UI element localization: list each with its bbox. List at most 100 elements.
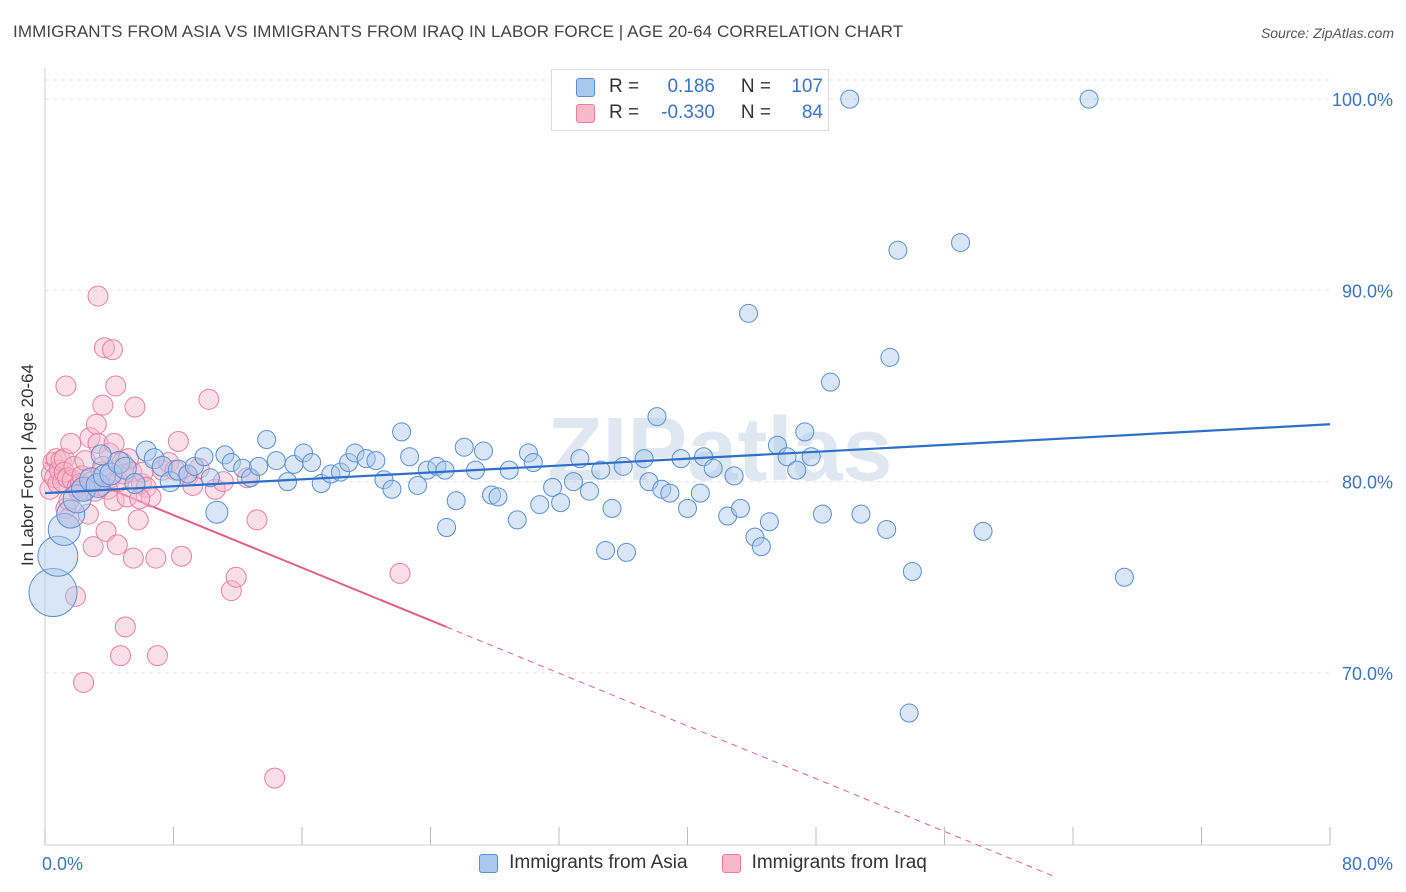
asia-point [523,453,543,472]
iraq-point [87,285,109,307]
iraq-point [122,547,144,569]
iraq-point [109,645,131,667]
asia-point [356,449,376,469]
iraq-point [171,545,193,567]
iraq-point [53,461,75,483]
iraq-legend-swatch [721,853,741,873]
asia-point [400,447,420,467]
asia-r-label: R = [609,76,640,97]
asia-point [851,504,871,524]
iraq-r-label: R = [609,102,640,123]
asia-point [437,518,457,538]
iraq-point [225,566,247,588]
asia-point [530,495,550,515]
y-tick-label: 100.0% [1332,90,1393,110]
asia-point [28,568,78,618]
asia-point [233,458,253,478]
asia-point [47,512,81,546]
iraq-point [55,375,77,397]
asia-point [739,303,759,323]
iraq-point [101,339,123,361]
asia-point [899,703,919,723]
asia-point [499,460,519,480]
asia-point [446,491,466,511]
iraq-r-value: -0.330 [661,102,715,123]
asia-point [820,372,840,392]
asia-point [294,443,314,463]
asia-point [278,472,298,492]
asia-point [759,512,779,532]
asia-point [703,458,723,478]
iraq-point [114,616,136,638]
iraq-trend-group [44,461,1053,877]
chart-title: IMMIGRANTS FROM ASIA VS IMMIGRANTS FROM … [13,22,904,41]
iraq-trend-extension [446,626,1053,877]
asia-point [482,485,502,505]
iraq-point [92,394,114,416]
iraq-point [167,430,189,452]
asia-n-label: N = [740,76,771,97]
asia-point [660,483,680,503]
asia-trend-line [44,423,1331,495]
asia-point [801,447,821,467]
asia-point [690,483,710,503]
asia-legend-swatch [479,853,499,873]
asia-point [474,441,494,461]
asia-point [221,453,241,472]
asia-point [167,459,189,481]
asia-point [518,443,538,463]
iraq-point [82,536,104,558]
asia-point [613,456,633,476]
asia-point [454,437,474,457]
iraq-legend-label: Immigrants from Iraq [751,852,927,873]
asia-r-value: 0.186 [667,76,715,97]
x-tick-label: 0.0% [42,854,83,874]
asia-point [787,460,807,480]
asia-point [205,500,229,524]
iraq-point [85,413,107,435]
iraq-n-value: 84 [801,102,823,123]
asia-point [488,487,508,507]
asia-swatch [576,77,595,97]
asia-point [580,481,600,501]
asia-point [880,347,900,367]
series-legend: Immigrants from Asia Immigrants from Ira… [0,852,1406,874]
asia-point [602,498,622,518]
asia-point [435,460,455,480]
asia-point [215,445,235,465]
iraq-point [389,562,411,584]
source-label: Source: ZipAtlas.com [1260,25,1394,41]
iraq-point [264,767,286,789]
asia-point [973,521,993,541]
asia-point [751,537,771,557]
asia-point [543,477,563,497]
legend-item-iraq: Immigrants from Iraq [721,852,927,874]
asia-point [302,453,322,472]
legend-row-iraq: R = -0.330 N = 84 [576,101,823,125]
legend-row-asia: R = 0.186 N = 107 [576,75,823,99]
iraq-point [60,432,82,454]
iraq-n-label: N = [740,102,771,123]
iraq-point [124,396,146,418]
asia-point [731,498,751,518]
asia-point [877,519,897,539]
asia-point [647,407,667,427]
asia-point [724,466,744,486]
asia-point [345,443,365,463]
asia-point [591,460,611,480]
asia-point [616,542,636,562]
asia-point [99,462,123,486]
iraq-point [246,509,268,531]
asia-point [1079,89,1099,109]
asia-n-value: 107 [791,76,823,97]
iraq-point [145,547,167,569]
tick-labels: 70.0% 80.0% 90.0% 100.0% 0.0% 80.0% [42,90,1393,874]
asia-point [200,468,220,488]
asia-point [135,440,157,462]
iraq-point [106,534,128,556]
asia-point [178,464,198,484]
asia-point [184,456,204,476]
asia-point [563,472,583,492]
asia-point [634,449,654,469]
